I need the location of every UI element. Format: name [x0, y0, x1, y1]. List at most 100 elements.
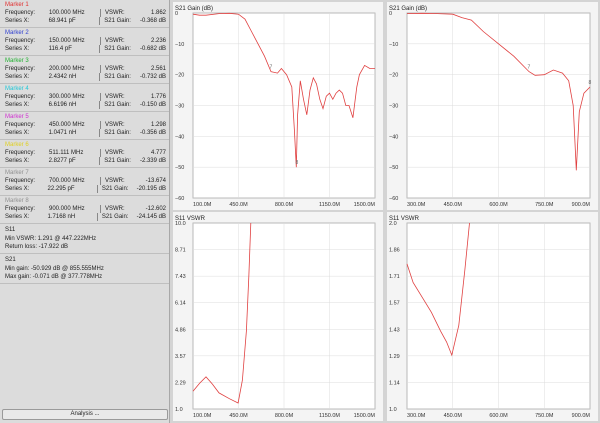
marker-row: Series X: 2.8277 pF S21 Gain: -2.339 dB [5, 157, 166, 165]
marker-panel-4: Marker 4 Frequency: 300.000 MHz VSWR: 1.776 S… [0, 84, 169, 112]
marker-field-label: VSWR: [105, 38, 125, 44]
marker-panel-1: Marker 1 Frequency: 100.000 MHz VSWR: 1.862 S… [0, 0, 169, 28]
x-tick-label: 800.0M [275, 202, 294, 208]
marker-label: 7 [270, 65, 273, 71]
marker-field-label: VSWR: [105, 178, 125, 184]
y-tick-label: −60 [389, 196, 398, 202]
marker-field-label: Series X: [5, 102, 30, 108]
marker-field-value: 100.000 MHz [49, 9, 101, 17]
marker-field-label: Frequency: [5, 66, 36, 72]
x-tick-label: 900.0M [572, 413, 591, 419]
marker-field-value: 22.295 pF [48, 185, 98, 193]
marker-title: Marker 6 [5, 142, 29, 148]
s11-vswr-chart-wide: S11 VSWR 10.0 8.71 7.43 6.14 4.86 3.57 2.29 1.0 1… [173, 212, 383, 421]
y-tick-label: 1.29 [389, 354, 400, 360]
data-trace [192, 12, 375, 168]
y-tick-label: −40 [175, 134, 184, 140]
marker-label: 7 [528, 65, 531, 71]
y-tick-label: 1.57 [389, 301, 400, 307]
marker-row: Frequency: 150.000 MHz VSWR: 2.236 [5, 37, 166, 45]
s21-gain-chart-wide: S21 Gain (dB) 0 −10 −20 −30 −40 −50 −60 100.0M 45… [173, 2, 383, 210]
marker-field-label: VSWR: [105, 66, 125, 72]
marker-field-value: 2.236 [150, 38, 166, 44]
marker-field-label: Series X: [5, 158, 30, 164]
y-tick-label: −30 [175, 104, 184, 110]
marker-row: Frequency: 200.000 MHz VSWR: 2.561 [5, 65, 166, 73]
marker-row: Frequency: 700.000 MHz VSWR: -13.674 [5, 177, 166, 185]
analysis-button[interactable]: Analysis ... [2, 409, 168, 420]
marker-row: Series X: 116.4 pF S21 Gain: -0.682 dB [5, 45, 166, 53]
marker-field-label: S21 Gain: [104, 158, 131, 164]
marker-field-value: 2.561 [150, 66, 166, 72]
chart-title: S11 VSWR [175, 216, 206, 222]
marker-field-value: 700.000 MHz [49, 177, 101, 185]
y-tick-label: 6.14 [175, 301, 186, 307]
marker-row: Series X: 2.4342 nH S21 Gain: -0.732 dB [5, 73, 166, 81]
marker-row: Frequency: 100.000 MHz VSWR: 1.862 [5, 9, 166, 17]
marker-field-value: 300.000 MHz [49, 93, 101, 101]
marker-field-value: 1.776 [150, 94, 166, 100]
x-tick-label: 300.0M [407, 202, 426, 208]
x-tick-label: 750.0M [535, 413, 554, 419]
data-trace [406, 12, 591, 171]
marker-field-value: 1.862 [150, 10, 166, 16]
marker-title: Marker 4 [5, 86, 29, 92]
marker-sidebar: Marker 1 Frequency: 100.000 MHz VSWR: 1.862 S… [0, 0, 170, 423]
marker-row: Series X: 6.6196 nH S21 Gain: -0.150 dB [5, 101, 166, 109]
x-tick-label: 100.0M [193, 413, 212, 419]
s11-return-loss: Return loss: -17.922 dB [5, 244, 69, 250]
marker-field-value: 150.000 MHz [49, 37, 101, 45]
marker-field-value: 4.777 [150, 150, 166, 156]
chart-title: S21 Gain (dB) [175, 6, 213, 12]
marker-title: Marker 1 [5, 2, 29, 8]
marker-title: Marker 7 [5, 170, 29, 176]
y-tick-label: −10 [389, 42, 398, 48]
marker-field-label: S21 Gain: [104, 102, 131, 108]
marker-field-value: 116.4 pF [49, 45, 101, 53]
x-tick-label: 600.0M [489, 202, 508, 208]
marker-field-label: S21 Gain: [101, 186, 129, 192]
y-tick-label: 2.29 [175, 380, 186, 386]
s21-gain-chart-zoom-plot: S21 Gain (dB)0 −10 −20 −30 −40 −50 −60 300.0M 45… [389, 6, 592, 208]
marker-field-label: S21 Gain: [104, 46, 131, 52]
s21-summary: S21 Min gain: -50.929 dB @ 855.555MHz Ma… [0, 254, 169, 284]
y-tick-label: 4.86 [175, 327, 186, 333]
x-tick-label: 450.0M [229, 413, 248, 419]
y-tick-label: −50 [389, 165, 398, 171]
y-tick-label: 1.43 [389, 327, 400, 333]
x-tick-label: 1500.0M [354, 202, 376, 208]
data-trace [406, 222, 470, 357]
x-tick-label: 750.0M [535, 202, 554, 208]
y-tick-label: 0 [389, 11, 392, 17]
marker-field-value: 6.6196 nH [49, 101, 101, 109]
marker-panel-2: Marker 2 Frequency: 150.000 MHz VSWR: 2.236 S… [0, 28, 169, 56]
x-tick-label: 100.0M [193, 202, 212, 208]
marker-field-value: 68.941 pF [49, 17, 101, 25]
marker-field-value: -0.682 dB [139, 46, 166, 52]
y-tick-label: 0 [175, 11, 178, 17]
marker-row: Series X: 22.295 pF S21 Gain: -20.195 dB [5, 185, 166, 193]
y-tick-label: −60 [175, 196, 184, 202]
marker-field-label: Frequency: [5, 122, 36, 128]
s21-gain-chart-zoom: S21 Gain (dB) 0 −10 −20 −30 −40 −50 −60 300.0M 45… [387, 2, 598, 210]
marker-field-value: -24.145 dB [136, 214, 166, 220]
marker-title: Marker 8 [5, 198, 29, 204]
marker-field-value: -13.674 [145, 178, 166, 184]
y-tick-label: 1.86 [389, 248, 400, 254]
marker-title: Marker 3 [5, 58, 29, 64]
chart-title: S21 Gain (dB) [389, 6, 427, 12]
marker-field-label: VSWR: [105, 10, 125, 16]
marker-field-value: -2.339 dB [139, 158, 166, 164]
y-tick-label: 1.14 [389, 380, 400, 386]
s11-vswr-chart-zoom: S11 VSWR 2.0 1.86 1.71 1.57 1.43 1.29 1.14 1.0 30… [387, 212, 598, 421]
marker-field-value: 450.000 MHz [49, 121, 101, 129]
marker-row: Series X: 68.941 pF S21 Gain: -0.368 dB [5, 17, 166, 25]
y-tick-label: −30 [389, 104, 398, 110]
marker-field-value: 2.8277 pF [49, 157, 101, 165]
marker-row: Frequency: 900.000 MHz VSWR: -12.602 [5, 205, 166, 213]
y-tick-label: −40 [389, 134, 398, 140]
marker-field-label: VSWR: [105, 206, 125, 212]
chart-title: S11 VSWR [389, 216, 420, 222]
marker-panel-5: Marker 5 Frequency: 450.000 MHz VSWR: 1.298 S… [0, 112, 169, 140]
